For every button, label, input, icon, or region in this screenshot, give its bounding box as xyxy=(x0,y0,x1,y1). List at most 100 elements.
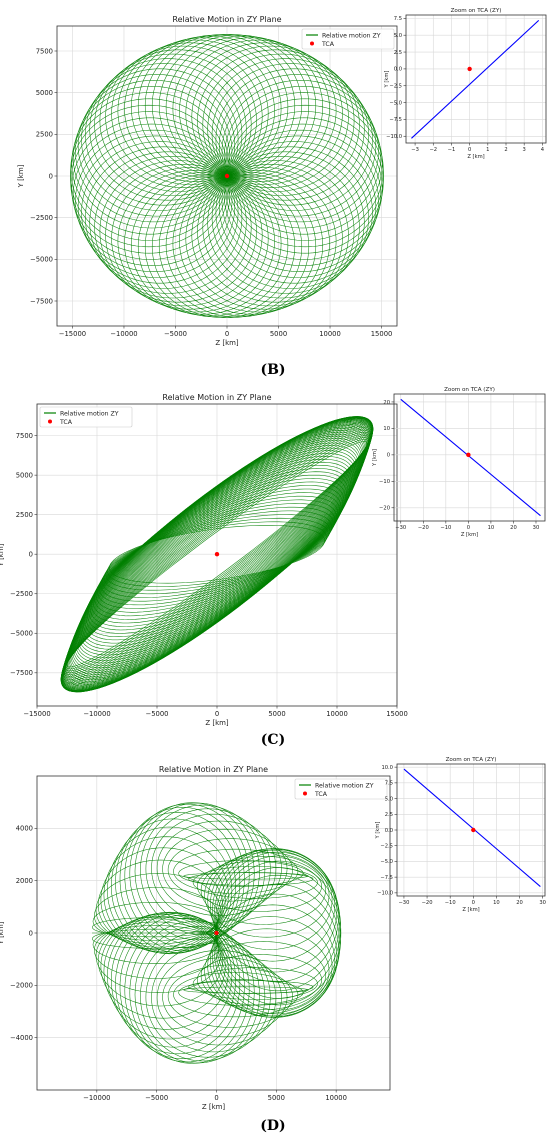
plot-frame xyxy=(36,775,391,1091)
legend-box xyxy=(294,778,388,800)
orbit-loop xyxy=(109,525,325,584)
orbit-loop xyxy=(140,931,266,1062)
orbit-loop xyxy=(87,474,347,634)
y-tick-label: 2.5 xyxy=(385,812,393,818)
orbit-loop xyxy=(202,156,360,299)
orbit-loop xyxy=(68,430,366,679)
x-tick-label: −10 xyxy=(440,525,451,531)
y-tick-label: −10.0 xyxy=(377,891,393,897)
y-tick-label: 0 xyxy=(29,929,33,937)
y-tick-label: −5.0 xyxy=(380,859,393,865)
y-tick-label: 7500 xyxy=(16,432,33,440)
legend-swatch-dot xyxy=(48,419,52,424)
orbit-loop xyxy=(207,151,365,294)
chart-title: Zoom on TCA (ZY) xyxy=(444,387,495,393)
x-tick-label: −5000 xyxy=(146,710,169,718)
y-tick-label: −5000 xyxy=(10,630,33,638)
chart-title: Relative Motion in ZY Plane xyxy=(172,15,281,24)
chart-b: −15000 −10000 −5000 0 5000 10000 15000 −7500 −50… xyxy=(17,15,398,347)
chart-c: −15000 −10000 −5000 0 5000 10000 15000 −7500 −50… xyxy=(0,393,408,727)
x-tick-label: −5000 xyxy=(164,330,187,338)
x-tick-label: 10000 xyxy=(319,330,341,338)
x-tick-label: 5000 xyxy=(270,330,287,338)
orbit-loop xyxy=(185,42,343,185)
orbit-loop xyxy=(107,911,233,1040)
orbit-loop xyxy=(179,170,337,313)
x-tick-label: 0 xyxy=(214,1094,218,1102)
x-axis-label: Z [km] xyxy=(202,1103,226,1111)
orbit-loop xyxy=(95,918,221,993)
x-axis-label: Z [km] xyxy=(215,339,239,347)
orbit-loop xyxy=(200,941,326,1010)
y-tick-label: −7500 xyxy=(30,297,53,305)
orbit-loop xyxy=(94,156,252,299)
orbit-loop xyxy=(188,980,314,994)
y-tick-label: 5.0 xyxy=(394,33,402,39)
orbit-loop xyxy=(69,431,365,677)
y-tick-label: −4000 xyxy=(10,1034,33,1042)
orbit-loop xyxy=(66,425,368,684)
orbit-loop xyxy=(119,807,245,951)
y-tick-label: 10 xyxy=(383,426,390,432)
orbit-loop xyxy=(100,847,226,953)
orbit-loop xyxy=(75,129,233,272)
orbit-loop xyxy=(92,928,217,949)
legend: Relative motion ZY TCA xyxy=(294,778,388,800)
y-tick-label: −10.0 xyxy=(386,134,402,140)
chart-b-zoom: −3 −2 −1 0 1 2 3 4 −10.0 −7.5 −5.0 −2.5 0.0 2.5 5.0 7.5… xyxy=(384,8,547,160)
x-tick-label: 0 xyxy=(468,147,471,153)
tca-point xyxy=(467,66,472,72)
orbit-loop xyxy=(221,129,379,272)
x-axis-label: Z [km] xyxy=(462,907,479,913)
orbit-loop xyxy=(131,173,289,317)
panel-b-caption: (B) xyxy=(260,362,286,378)
orbit-loop xyxy=(151,175,310,318)
y-tick-label: −7.5 xyxy=(380,875,393,881)
trajectory-zoom-line xyxy=(403,768,541,887)
y-tick-label: −2.5 xyxy=(389,84,402,90)
legend-label-tca: TCA xyxy=(321,41,335,48)
orbit-loop xyxy=(103,912,229,1030)
x-tick-label: 10000 xyxy=(326,710,348,718)
orbit-loop xyxy=(111,42,269,185)
x-tick-label: −10000 xyxy=(110,330,137,338)
orbit-loop xyxy=(197,954,322,1006)
orbit-loop xyxy=(117,39,275,182)
orbit-loop xyxy=(124,803,250,949)
orbit-loop xyxy=(77,135,236,278)
orbit-loop xyxy=(97,915,223,1007)
orbit-loop xyxy=(144,175,303,318)
orbit-loop xyxy=(225,117,383,260)
y-tick-label: 7500 xyxy=(36,47,53,55)
y-tick-label: 10.0 xyxy=(381,765,393,771)
tca-point xyxy=(471,827,476,833)
x-tick-label: 30 xyxy=(533,525,540,531)
plot-frame xyxy=(36,403,398,707)
x-tick-label: 20 xyxy=(516,900,523,906)
orbit-loop xyxy=(94,921,219,979)
y-tick-label: 0.0 xyxy=(394,67,402,73)
legend-label-tca: TCA xyxy=(59,419,73,426)
plot-frame xyxy=(405,14,547,144)
orbit-loop xyxy=(215,867,341,1011)
y-tick-label: −20 xyxy=(379,506,390,512)
orbit-loop xyxy=(151,813,277,923)
y-tick-label: 0.0 xyxy=(385,828,393,834)
orbit-loop xyxy=(183,872,309,880)
panel-d-caption: (D) xyxy=(260,1118,286,1134)
tca-point xyxy=(224,173,230,179)
orbit-loop xyxy=(204,928,330,1014)
orbit-loop xyxy=(71,117,229,260)
y-axis-label: Y [km] xyxy=(384,71,390,89)
orbit-loop xyxy=(70,104,228,248)
orbit-loop xyxy=(64,421,370,688)
orbit-loop xyxy=(191,164,349,307)
y-tick-label: 7.5 xyxy=(385,781,393,787)
x-tick-label: −30 xyxy=(398,900,409,906)
orbit-loop xyxy=(223,123,382,266)
y-tick-label: 5.0 xyxy=(385,796,393,802)
orbit-loop xyxy=(218,135,377,278)
orbit-loop xyxy=(192,967,318,1000)
legend-label-relative-motion: Relative motion ZY xyxy=(322,32,381,39)
